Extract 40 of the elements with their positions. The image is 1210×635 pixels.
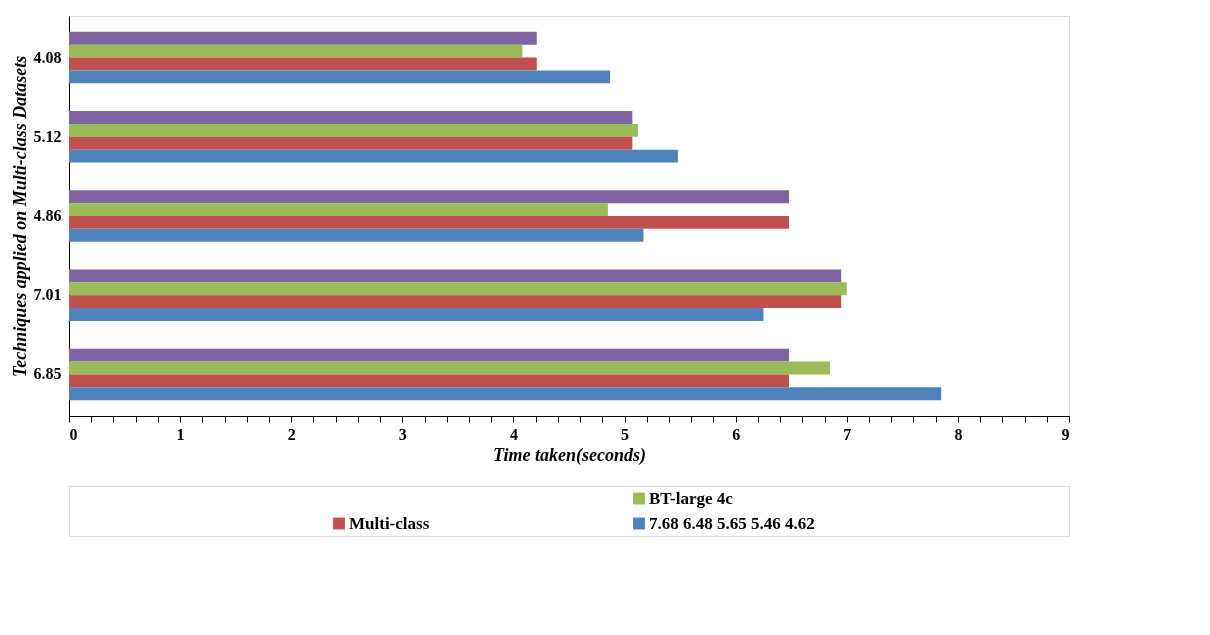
bar bbox=[69, 216, 789, 229]
x-axis-title: Time taken(seconds) bbox=[493, 444, 646, 466]
bar bbox=[69, 44, 523, 58]
x-tick-label: 1 bbox=[176, 425, 185, 443]
bar bbox=[69, 136, 633, 150]
x-tick-label: 9 bbox=[1061, 425, 1070, 443]
x-tick-label: 5 bbox=[621, 425, 630, 443]
bar bbox=[69, 203, 608, 216]
bar bbox=[69, 123, 638, 137]
bar bbox=[69, 31, 537, 45]
x-tick-label: 7 bbox=[843, 425, 852, 443]
x-tick-label: 3 bbox=[398, 425, 407, 443]
bar bbox=[69, 149, 678, 163]
legend-label: BT-large 4c bbox=[649, 488, 734, 508]
y-tick-label: 4.08 bbox=[33, 48, 62, 66]
bar bbox=[69, 348, 789, 362]
y-tick-label: 7.01 bbox=[33, 286, 62, 304]
y-tick-label: 4.86 bbox=[33, 207, 62, 224]
x-tick-label: 8 bbox=[954, 425, 963, 443]
legend-label: 7.68 6.48 5.65 5.46 4.62 bbox=[649, 513, 815, 533]
bar bbox=[69, 295, 842, 309]
x-tick-label: 2 bbox=[287, 425, 296, 443]
y-axis-title: Techniques applied on Multi-class Datasets bbox=[9, 55, 30, 378]
y-tick-label: 6.85 bbox=[33, 365, 62, 383]
bar bbox=[69, 190, 789, 204]
bar bbox=[69, 374, 789, 388]
bar bbox=[69, 361, 831, 375]
bar bbox=[69, 57, 537, 71]
legend-label: Multi-class bbox=[349, 513, 430, 533]
bar bbox=[69, 269, 842, 283]
bar bbox=[69, 387, 942, 401]
bar bbox=[69, 308, 764, 321]
bar bbox=[69, 70, 611, 84]
bar bbox=[69, 228, 644, 242]
y-tick-label: 5.12 bbox=[33, 127, 62, 145]
x-tick-label: 4 bbox=[509, 425, 518, 443]
x-tick-label: 6 bbox=[732, 425, 741, 443]
bar bbox=[69, 111, 633, 124]
x-tick-label: 0 bbox=[69, 425, 78, 443]
bar bbox=[69, 282, 847, 296]
